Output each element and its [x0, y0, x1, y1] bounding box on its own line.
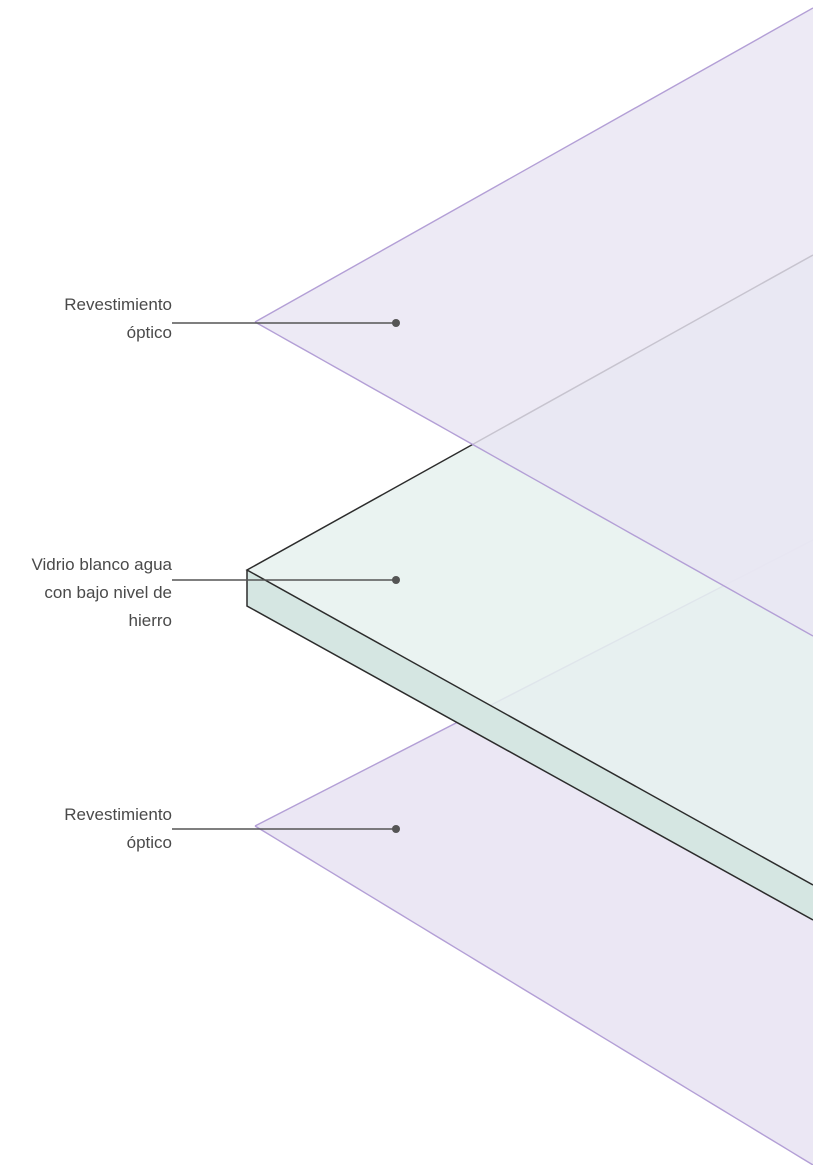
callout-middle: [172, 576, 400, 584]
top-coating-torn-edge: [254, 321, 813, 637]
callout-bottom: [172, 825, 400, 833]
callout-bottom-dot: [392, 825, 400, 833]
callout-top-dot: [392, 319, 400, 327]
bottom-coating-torn-edge: [254, 825, 813, 1165]
label-glass: Vidrio blanco agua con bajo nivel de hie…: [31, 555, 172, 630]
label-bottom-coating: Revestimiento óptico: [64, 805, 172, 852]
top-coating-sheet: [255, 8, 813, 636]
callout-middle-dot: [392, 576, 400, 584]
glass-side-face: [247, 570, 813, 920]
callout-top: [172, 319, 400, 327]
top-coating-layer: [254, 7, 813, 637]
label-top-coating: Revestimiento óptico: [64, 295, 172, 342]
top-coating-top-edge: [254, 7, 813, 323]
